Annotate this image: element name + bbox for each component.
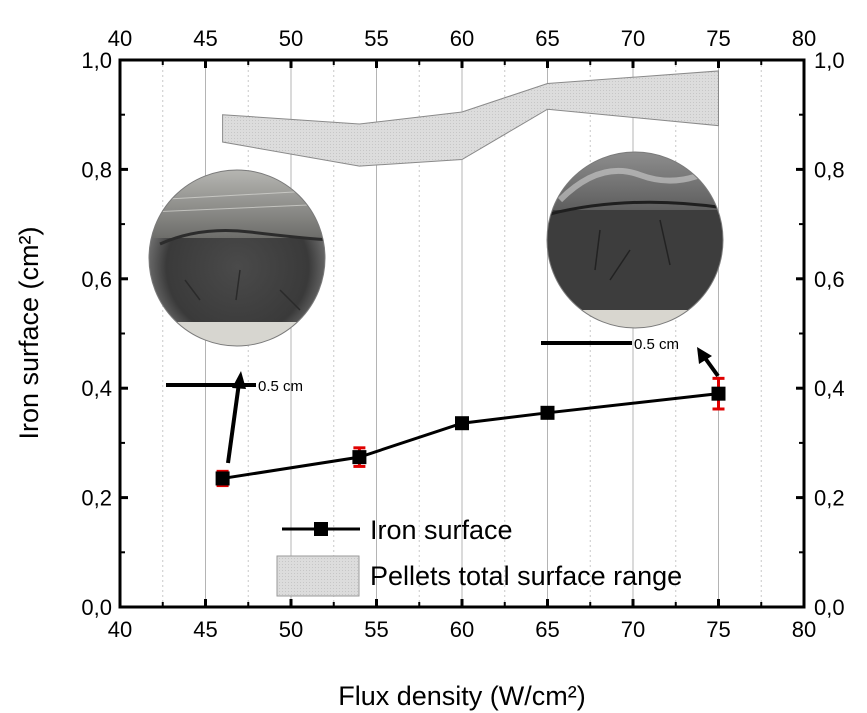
pellet-photo-left bbox=[148, 169, 326, 347]
top-tick-label-60: 60 bbox=[450, 26, 474, 51]
pellet-photo-right bbox=[546, 151, 724, 329]
x-axis-title: Flux density (W/cm²) bbox=[338, 681, 586, 711]
legend-entry-iron-surface: Iron surface bbox=[282, 515, 513, 545]
legend-label-pellets-range: Pellets total surface range bbox=[370, 561, 682, 591]
legend: Iron surface Pellets total surface range bbox=[276, 515, 682, 597]
scale-bar-left-label: 0.5 cm bbox=[258, 378, 303, 395]
right-tick-label-5: 1,0 bbox=[814, 48, 845, 73]
x-tick-label-65: 65 bbox=[535, 617, 559, 642]
top-tick-label-75: 75 bbox=[706, 26, 730, 51]
top-tick-label-65: 65 bbox=[535, 26, 559, 51]
x-tick-label-70: 70 bbox=[621, 617, 645, 642]
top-tick-label-70: 70 bbox=[621, 26, 645, 51]
x-tick-label-45: 45 bbox=[193, 617, 217, 642]
y-axis-title: Iron surface (cm²) bbox=[14, 226, 44, 439]
top-tick-label-50: 50 bbox=[279, 26, 303, 51]
right-tick-label-1: 0,2 bbox=[814, 486, 845, 511]
right-tick-label-4: 0,8 bbox=[814, 157, 845, 182]
y-tick-label-0: 0,0 bbox=[81, 595, 112, 620]
y-tick-label-2: 0,4 bbox=[81, 376, 112, 401]
arrow-left bbox=[226, 371, 246, 464]
top-tick-label-40: 40 bbox=[108, 26, 132, 51]
legend-label-iron-surface: Iron surface bbox=[370, 515, 513, 545]
iron-surface-series bbox=[215, 376, 726, 488]
data-point-4 bbox=[711, 386, 726, 401]
right-tick-label-0: 0,0 bbox=[814, 595, 845, 620]
x-tick-label-40: 40 bbox=[108, 617, 132, 642]
series-line-0 bbox=[222, 392, 719, 480]
scale-bar-right-label: 0.5 cm bbox=[634, 336, 679, 353]
data-point-1 bbox=[352, 450, 367, 465]
y-tick-label-5: 1,0 bbox=[81, 48, 112, 73]
x-tick-label-50: 50 bbox=[279, 617, 303, 642]
x-tick-label-80: 80 bbox=[792, 617, 816, 642]
data-point-2 bbox=[455, 416, 469, 431]
pellets-surface-band bbox=[222, 70, 719, 167]
legend-entry-pellets-range: Pellets total surface range bbox=[276, 555, 682, 597]
right-tick-label-3: 0,6 bbox=[814, 267, 845, 292]
top-tick-label-55: 55 bbox=[364, 26, 388, 51]
band-area bbox=[222, 70, 719, 167]
scale-bar-right: 0.5 cm bbox=[541, 336, 679, 353]
y-tick-label-1: 0,2 bbox=[81, 486, 112, 511]
data-point-0 bbox=[215, 471, 230, 486]
x-tick-label-55: 55 bbox=[364, 617, 388, 642]
x-tick-label-60: 60 bbox=[450, 617, 474, 642]
arrow-right bbox=[697, 347, 720, 378]
top-tick-label-80: 80 bbox=[792, 26, 816, 51]
top-tick-label-45: 45 bbox=[193, 26, 217, 51]
right-tick-label-2: 0,4 bbox=[814, 376, 845, 401]
data-point-3 bbox=[540, 405, 555, 420]
y-tick-label-4: 0,8 bbox=[81, 157, 112, 182]
x-tick-label-75: 75 bbox=[706, 617, 730, 642]
y-tick-label-3: 0,6 bbox=[81, 267, 112, 292]
